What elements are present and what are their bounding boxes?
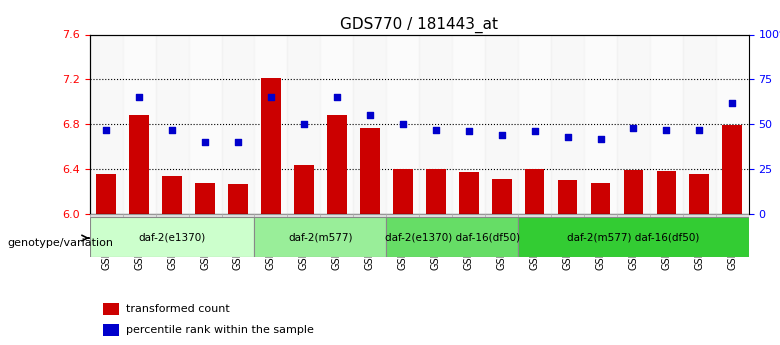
FancyBboxPatch shape [518,214,551,217]
Bar [103,303,119,315]
Bar [617,34,650,214]
Bar [195,183,215,214]
FancyBboxPatch shape [90,217,254,257]
Bar [294,165,314,214]
Bar [162,176,182,214]
Point [133,95,145,100]
Bar [722,125,743,214]
Point [166,127,179,132]
Bar [657,171,676,214]
Point [528,129,541,134]
FancyBboxPatch shape [716,214,749,217]
Bar [129,115,149,214]
Text: genotype/variation: genotype/variation [8,238,114,248]
Bar [254,34,287,214]
Point [693,127,706,132]
Bar [623,170,644,214]
Text: daf-2(e1370): daf-2(e1370) [139,232,206,242]
FancyBboxPatch shape [156,214,189,217]
Text: daf-2(e1370) daf-16(df50): daf-2(e1370) daf-16(df50) [385,232,519,242]
Bar [485,34,518,214]
Point [463,129,475,134]
Title: GDS770 / 181443_at: GDS770 / 181443_at [340,17,498,33]
Point [100,127,112,132]
Bar [525,169,544,214]
FancyBboxPatch shape [485,214,518,217]
Point [726,100,739,106]
Bar [103,324,119,336]
Bar [690,174,709,214]
Bar [228,184,248,214]
Bar [420,34,452,214]
Bar [650,34,682,214]
Point [232,139,244,145]
Point [363,112,376,118]
FancyBboxPatch shape [254,217,386,257]
Bar [96,174,116,214]
Bar [584,34,617,214]
Bar [90,34,122,214]
Text: transformed count: transformed count [126,304,229,314]
FancyBboxPatch shape [321,214,353,217]
FancyBboxPatch shape [254,214,287,217]
FancyBboxPatch shape [452,214,485,217]
FancyBboxPatch shape [90,214,122,217]
FancyBboxPatch shape [518,217,749,257]
FancyBboxPatch shape [222,214,254,217]
Text: percentile rank within the sample: percentile rank within the sample [126,325,314,335]
Bar [222,34,254,214]
Bar [590,183,611,214]
Bar [459,172,479,214]
FancyBboxPatch shape [386,217,518,257]
Bar [452,34,485,214]
FancyBboxPatch shape [683,214,716,217]
Bar [558,180,577,214]
FancyBboxPatch shape [420,214,452,217]
FancyBboxPatch shape [122,214,156,217]
Point [199,139,211,145]
Point [495,132,508,138]
Text: daf-2(m577): daf-2(m577) [288,232,353,242]
Bar [682,34,716,214]
FancyBboxPatch shape [584,214,617,217]
Point [264,95,277,100]
FancyBboxPatch shape [551,214,584,217]
Point [430,127,442,132]
Text: daf-2(m577) daf-16(df50): daf-2(m577) daf-16(df50) [567,232,700,242]
FancyBboxPatch shape [650,214,683,217]
FancyBboxPatch shape [287,214,321,217]
Point [396,121,409,127]
Bar [393,169,413,214]
Point [298,121,310,127]
Bar [518,34,551,214]
FancyBboxPatch shape [386,214,420,217]
Bar [321,34,353,214]
Bar [551,34,584,214]
Point [660,127,672,132]
Bar [261,78,281,214]
Bar [122,34,155,214]
FancyBboxPatch shape [617,214,650,217]
FancyBboxPatch shape [353,214,386,217]
Bar [327,115,347,214]
Point [331,95,343,100]
Bar [716,34,749,214]
Bar [155,34,189,214]
FancyBboxPatch shape [189,214,222,217]
Bar [189,34,222,214]
Bar [360,128,380,214]
Point [594,136,607,141]
Point [627,125,640,130]
Bar [287,34,321,214]
Bar [491,179,512,214]
Bar [386,34,420,214]
Bar [426,169,445,214]
Point [562,134,574,139]
Bar [353,34,386,214]
